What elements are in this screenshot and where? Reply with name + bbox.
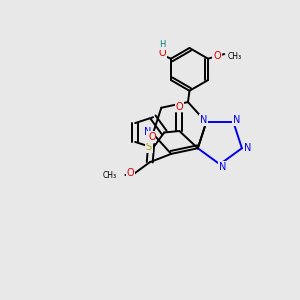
Text: H: H [146, 137, 152, 146]
Text: O: O [127, 168, 134, 178]
Text: O: O [148, 132, 156, 142]
Text: N: N [200, 115, 207, 125]
Text: H: H [159, 40, 165, 49]
Text: N: N [244, 143, 251, 153]
Text: CH₃: CH₃ [227, 52, 242, 61]
Text: O: O [176, 102, 183, 112]
Text: N: N [233, 115, 240, 125]
Text: N: N [219, 162, 226, 172]
Text: N: N [144, 127, 151, 137]
Text: O: O [213, 51, 221, 61]
Text: O: O [158, 48, 166, 59]
Text: CH₃: CH₃ [102, 170, 116, 179]
Text: S: S [146, 142, 152, 152]
